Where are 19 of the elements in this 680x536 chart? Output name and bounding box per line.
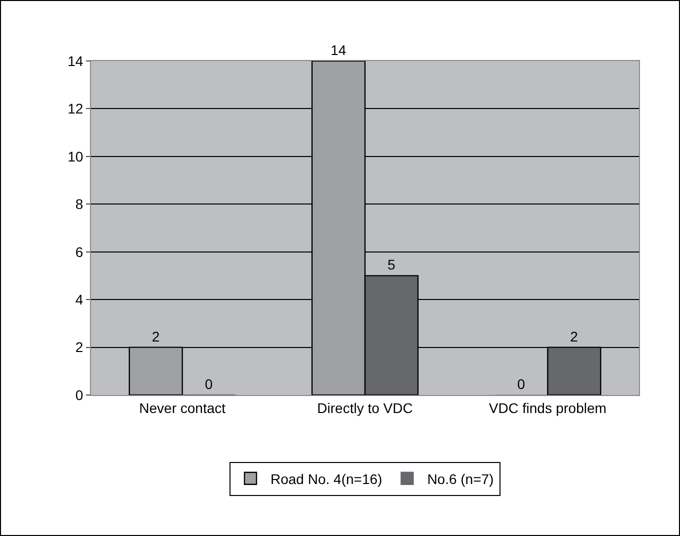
data-label: 0 — [517, 376, 526, 392]
y-tick-label: 10 — [68, 148, 84, 164]
legend-label: Road No. 4(n=16) — [270, 470, 382, 487]
y-tick-label: 8 — [75, 196, 84, 212]
data-label: 2 — [152, 328, 160, 344]
legend-label: No.6 (n=7) — [427, 470, 494, 487]
y-tick-label: 6 — [75, 244, 84, 260]
x-tick-label: VDC finds problem — [488, 400, 606, 416]
data-label: 2 — [570, 328, 578, 344]
data-label: 5 — [387, 256, 396, 273]
y-tick-label: 14 — [68, 52, 84, 69]
x-tick-label: Directly to VDC — [317, 400, 413, 416]
x-tick-label: Never contact — [139, 400, 226, 416]
data-label: 0 — [204, 376, 213, 392]
y-tick-label: 4 — [75, 291, 84, 308]
data-label: 14 — [330, 42, 346, 58]
y-tick-label: 12 — [68, 100, 84, 117]
y-tick-label: 0 — [75, 386, 84, 403]
y-tick-label: 2 — [75, 339, 84, 356]
